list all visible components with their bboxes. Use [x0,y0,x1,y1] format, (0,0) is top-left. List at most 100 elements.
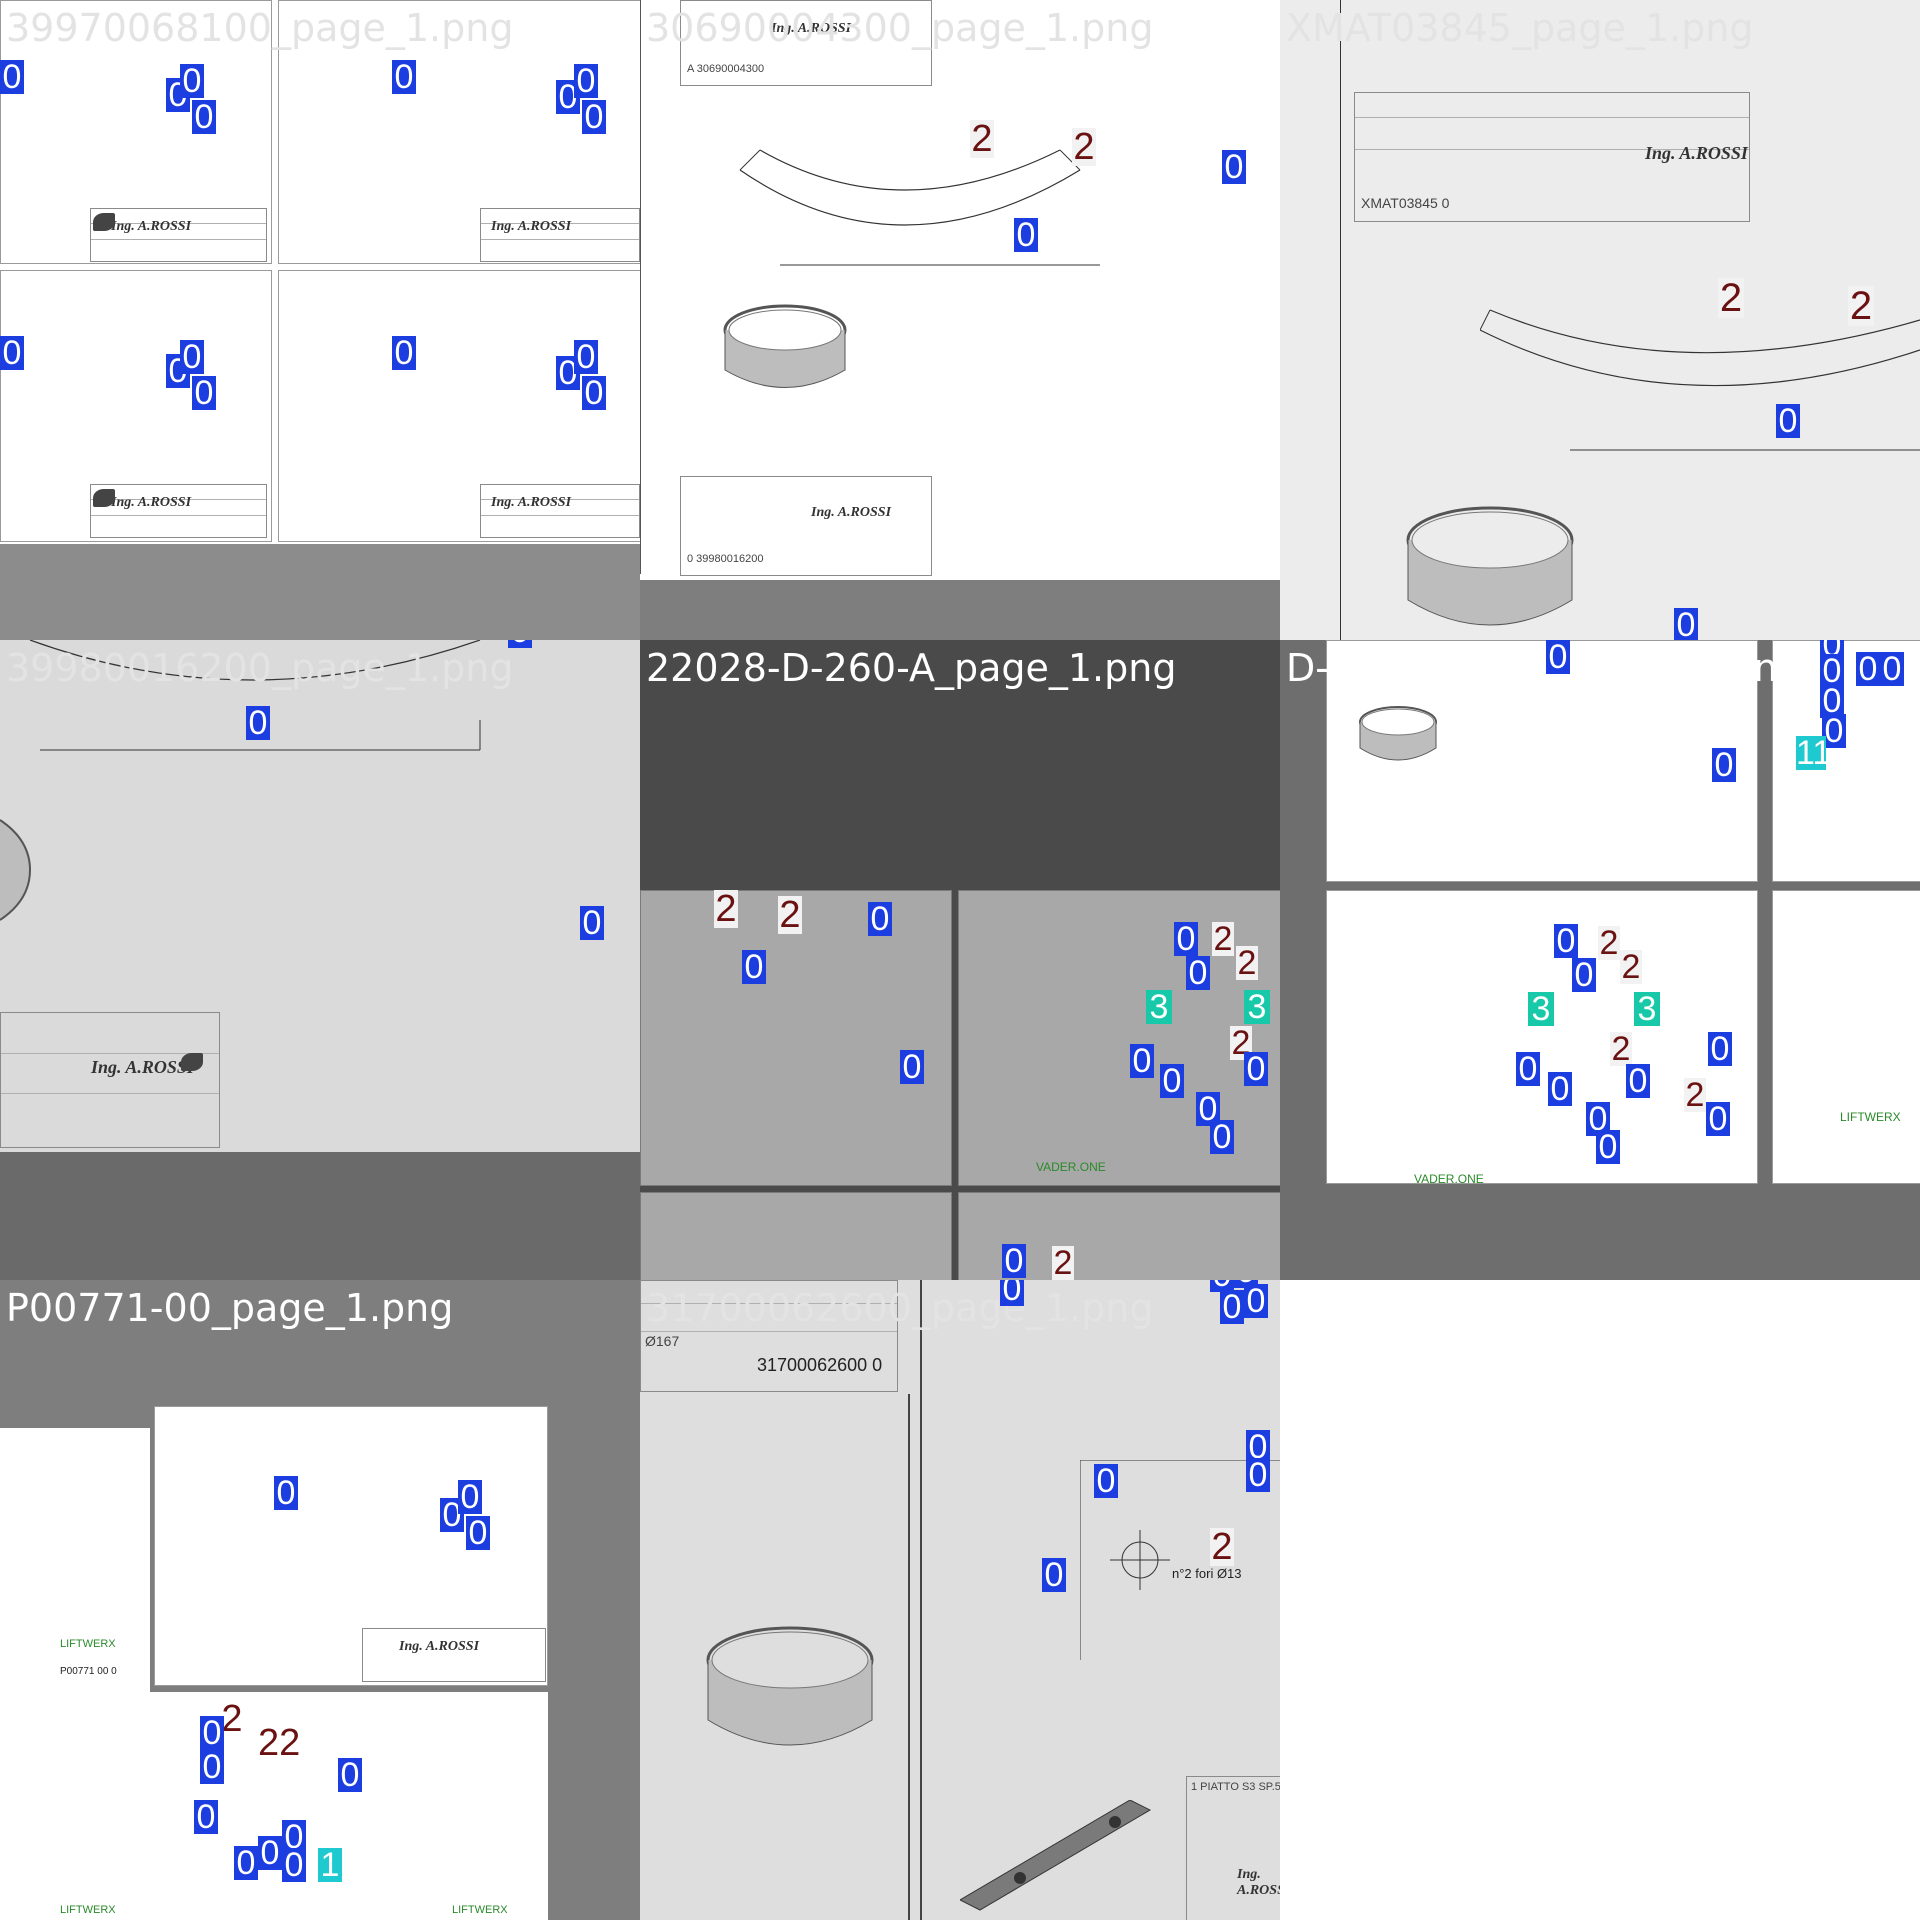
liftwerx-logo: LIFTWERX [452,1904,508,1916]
vader-logo: VADER.ONE [1036,1160,1106,1174]
detection-label-0: 0 [1222,150,1246,184]
detection-label-0: 0 [1856,652,1880,686]
drawing-sheet [0,0,272,264]
detection-label-0: 0 [574,340,598,374]
detection-label-2: 2 [1610,1030,1632,1068]
detection-label-2: 2 [1212,920,1234,958]
detection-label-0: 0 [1244,1284,1268,1318]
drawing-sheet [0,270,272,542]
drawing-sheet [1772,890,1920,1184]
detection-label-0: 0 [180,64,204,98]
detection-label-2: 22 [258,1722,301,1764]
title-block: Ing. A.ROSSI [480,208,640,262]
detection-label-2: 2 [1848,284,1874,328]
detection-label-0: 0 [868,902,892,936]
detection-label-3: 3 [1634,992,1660,1026]
detection-label-0: 0 [1822,714,1846,748]
detection-label-0: 0 [234,1846,258,1880]
detection-label-0: 0 [0,336,24,370]
detection-label-0: 0 [1246,1458,1270,1492]
tile-caption: P00771-00_page_1.png [6,1286,454,1330]
drawing-sheet [1326,890,1758,1184]
detection-label-0: 0 [574,64,598,98]
tile-caption: 39980016200_page_1.png [6,646,514,690]
tile-P00771-00[interactable]: P00771-00_page_1.png Ing. A.ROSSI LIFTWE… [0,1280,640,1920]
detection-label-2: 2 [778,894,802,936]
detection-label-0: 0 [274,1476,298,1510]
tile-caption: XMAT03845_page_1.png [1286,6,1754,50]
tile-31700062600[interactable]: 31700062600_page_1.png Ø167 31700062600 0… [640,1280,1280,1920]
detection-label-2: 2 [1236,944,1258,982]
sheet-border [920,1280,1280,1920]
detection-label-0: 0 [1130,1044,1154,1078]
detection-label-0: 0 [180,340,204,374]
tile-XMAT03845[interactable]: XMAT03845_page_1.png XMAT03845 0 Ing. A.R… [1280,0,1920,640]
detection-label-0: 0 [392,60,416,94]
curved-plate-drawing [1480,309,1920,451]
detection-label-0: 0 [246,706,270,740]
detection-label-0: 0 [1220,1290,1244,1324]
title-block: A 30690004300 Ing. A.ROSSI [680,0,932,86]
detection-label-0: 0 [900,1050,924,1084]
plate-3d-view [960,1800,1152,1911]
detection-label-0: 0 [1548,1072,1572,1106]
detection-label-0: 0 [742,950,766,984]
tile-caption: D-1003000-00_page_1.png [1286,646,1802,690]
detection-label-0: 0 [1820,684,1844,718]
cylinder-3d-view [706,1626,874,1746]
tile-D-1003000-00[interactable]: D-1003000-00_page_1.png VADER.ONE LIFTWE… [1280,640,1920,1280]
detection-label-0: 0 [582,376,606,410]
detection-label-0: 0 [282,1848,306,1882]
detection-label-0: 0 [1014,218,1038,252]
drawing-sheet [278,270,640,542]
detection-label-0: 0 [1196,1092,1220,1126]
tile-39970068100[interactable]: 39970068100_page_1.png Ing. A.ROSSI Ing.… [0,0,640,640]
liftwerx-logo: LIFTWERX [60,1638,116,1650]
detection-label-2: 2 [1718,276,1744,320]
liftwerx-logo: LIFTWERX [1840,1110,1901,1124]
detection-label-0: 0 [1572,958,1596,992]
tile-caption: 39970068100_page_1.png [6,6,514,50]
detection-label-0: 0 [1042,1558,1066,1592]
detection-label-0: 0 [1174,922,1198,956]
cylinder-3d-view [723,304,847,388]
detection-label-3: 3 [1146,990,1172,1024]
cylinder-3d-view [1406,506,1574,626]
detection-label-0: 0 [192,100,216,134]
title-block: Ø167 31700062600 0 [640,1280,898,1392]
gray-background [0,544,640,640]
liftwerx-logo: LIFTWERX [60,1904,116,1916]
detection-label-0: 0 [1210,1280,1234,1292]
detection-label-0: 0 [466,1516,490,1550]
detection-label-0: 0 [1186,956,1210,990]
sheet-border [1340,0,1920,640]
tile-caption: 31700062600_page_1.png [646,1286,1154,1330]
sheet-border [640,0,1280,574]
drawing-sheet [640,890,952,1186]
tile-30690004300[interactable]: 30690004300_page_1.png A 30690004300 Ing.… [640,0,1280,640]
drawing-sheet [0,1692,548,1920]
detection-label-0: 0 [258,1836,282,1870]
detection-label-0: 0 [1094,1464,1118,1498]
title-block: Ing. A.ROSSI [480,484,640,538]
detection-label-2: 2 [714,888,738,930]
detection-label-0: 0 [1002,1244,1026,1278]
tile-39980016200[interactable]: 39980016200_page_1.png Ing. A.ROSSI 0 0 … [0,640,640,1280]
plate-technical-drawing [1080,1460,1280,1660]
detection-label-0: 0 [1244,1052,1268,1086]
detection-label-3: 3 [1528,992,1554,1026]
curved-plate-drawing [29,640,481,751]
drawing-sheet [278,0,640,264]
detection-label-0: 0 [1712,748,1736,782]
detection-label-0: 0 [556,80,580,114]
detection-label-0: 0 [1596,1130,1620,1164]
detection-label-0: 0 [392,336,416,370]
detection-label-0: 0 [200,1716,224,1750]
detection-label-0: 0 [1516,1052,1540,1086]
detection-label-0: 0 [458,1480,482,1514]
tile-22028-D-260-A[interactable]: 22028-D-260-A_page_1.png VADER.ONE 2 2 0… [640,640,1280,1280]
detection-label-0: 0 [1246,1430,1270,1464]
detection-label-1: 11 [1796,734,1832,772]
detection-label-0: 0 [582,100,606,134]
tile-caption: 30690004300_page_1.png [646,6,1154,50]
